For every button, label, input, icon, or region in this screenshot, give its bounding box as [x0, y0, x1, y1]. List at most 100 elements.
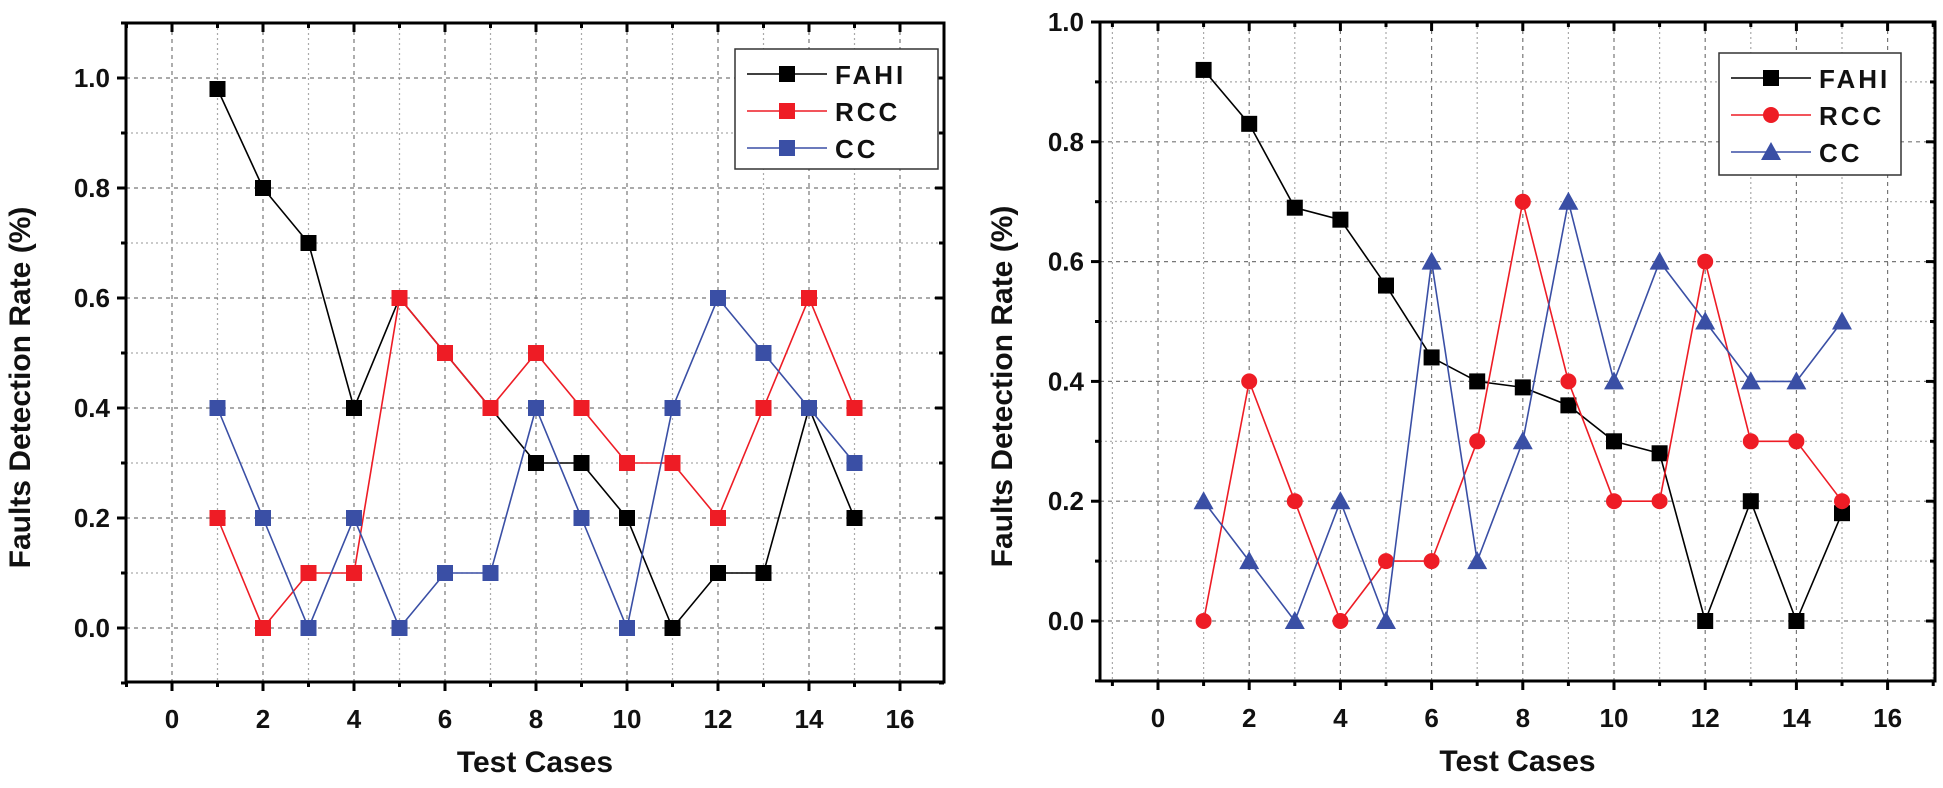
data-point-cc — [300, 620, 317, 636]
data-point-rcc — [1651, 493, 1668, 510]
x-tick-label: 8 — [529, 704, 543, 734]
data-point-cc — [1740, 371, 1761, 390]
data-point-fahi — [1195, 61, 1212, 78]
data-point-cc — [846, 455, 863, 471]
x-tick-label: 16 — [886, 704, 915, 734]
y-tick-label: 1.0 — [74, 63, 110, 93]
legend-label: FAHI — [1819, 64, 1890, 94]
data-point-fahi — [1286, 199, 1303, 216]
data-point-fahi — [300, 235, 317, 251]
x-tick-label: 14 — [795, 704, 824, 734]
series-fahi — [1195, 61, 1850, 629]
data-point-fahi — [1423, 349, 1440, 366]
data-point-cc — [1695, 311, 1716, 330]
data-point-fahi — [1651, 445, 1668, 462]
data-point-rcc — [1788, 433, 1805, 450]
data-point-cc — [573, 510, 590, 526]
x-tick-label: 6 — [1424, 703, 1438, 733]
data-point-rcc — [710, 510, 726, 526]
x-tick-label: 12 — [704, 704, 733, 734]
data-point-rcc — [664, 455, 681, 471]
y-tick-label: 0.4 — [74, 393, 111, 423]
y-tick-label: 0.0 — [1048, 606, 1084, 636]
data-point-cc — [209, 400, 226, 416]
data-point-rcc — [1742, 433, 1759, 450]
legend-box — [734, 48, 939, 170]
x-tick-label: 10 — [613, 704, 642, 734]
data-point-fahi — [573, 455, 590, 471]
data-point-cc — [346, 510, 362, 526]
legend-marker-cc — [779, 140, 795, 156]
data-point-rcc — [391, 290, 408, 306]
data-point-cc — [710, 290, 726, 306]
data-point-fahi — [1332, 211, 1349, 228]
plot-frame — [1098, 20, 1937, 683]
data-point-cc — [801, 400, 817, 416]
data-point-rcc — [482, 400, 499, 416]
x-tick-label: 12 — [1691, 703, 1720, 733]
data-point-fahi — [1514, 379, 1531, 396]
data-point-cc — [1467, 551, 1488, 570]
data-point-fahi — [1560, 397, 1577, 414]
data-point-rcc — [1423, 553, 1440, 570]
data-point-cc — [1421, 251, 1442, 270]
y-axis-label: Faults Detection Rate (%) — [986, 206, 1019, 568]
x-tick-label: 8 — [1516, 703, 1530, 733]
data-point-fahi — [528, 455, 544, 471]
x-tick-label: 2 — [1242, 703, 1256, 733]
data-point-cc — [528, 400, 544, 416]
data-point-fahi — [1469, 373, 1486, 390]
x-tick-label: 16 — [1873, 703, 1902, 733]
data-point-fahi — [1241, 115, 1258, 132]
series-cc — [209, 290, 863, 636]
data-point-fahi — [846, 510, 863, 526]
data-point-fahi — [755, 565, 772, 581]
data-point-cc — [1832, 311, 1852, 330]
data-point-rcc — [573, 400, 590, 416]
data-point-fahi — [710, 565, 726, 581]
data-point-rcc — [1697, 253, 1714, 270]
legend: FAHI RCC CC — [734, 48, 939, 170]
data-point-fahi — [346, 400, 362, 416]
x-axis-label: Test Cases — [1439, 745, 1595, 778]
data-point-fahi — [1742, 493, 1759, 510]
data-point-cc — [755, 345, 772, 361]
legend-label: RCC — [835, 97, 900, 127]
data-point-rcc — [300, 565, 317, 581]
data-point-fahi — [255, 180, 271, 196]
legend-marker-fahi — [779, 66, 795, 82]
legend-box — [1718, 52, 1902, 176]
series-rcc — [1195, 193, 1850, 629]
data-point-cc — [1193, 491, 1214, 510]
data-point-rcc — [437, 345, 453, 361]
y-tick-label: 0.0 — [74, 613, 110, 643]
data-point-cc — [1376, 611, 1396, 629]
data-point-rcc — [528, 345, 544, 361]
data-point-fahi — [1788, 613, 1805, 629]
y-tick-label: 0.2 — [74, 503, 110, 533]
data-point-fahi — [1834, 505, 1850, 522]
legend-label: FAHI — [835, 60, 906, 90]
data-point-rcc — [1560, 373, 1577, 390]
data-point-cc — [1558, 191, 1579, 210]
series-cc — [1193, 191, 1852, 629]
data-point-rcc — [846, 400, 863, 416]
x-tick-label: 6 — [438, 704, 452, 734]
data-point-rcc — [1378, 553, 1394, 570]
data-point-cc — [1284, 611, 1305, 629]
data-point-cc — [482, 565, 499, 581]
data-point-rcc — [1469, 433, 1486, 450]
x-tick-label: 4 — [347, 704, 362, 734]
data-point-rcc — [801, 290, 817, 306]
data-point-fahi — [664, 620, 681, 636]
data-point-rcc — [1286, 493, 1303, 510]
chart-panel-1: 0 2 4 6 8 10 12 14 16 0.0 0.2 0.4 0.6 0.8 1.0 Test Case… — [4, 21, 946, 779]
legend-label: CC — [1819, 138, 1863, 168]
data-point-cc — [1330, 491, 1351, 510]
data-point-rcc — [1195, 613, 1212, 629]
y-tick-label: 1.0 — [1048, 7, 1084, 37]
y-tick-label: 0.8 — [1048, 127, 1084, 157]
y-tick-label: 0.6 — [74, 283, 110, 313]
x-tick-label: 2 — [256, 704, 270, 734]
